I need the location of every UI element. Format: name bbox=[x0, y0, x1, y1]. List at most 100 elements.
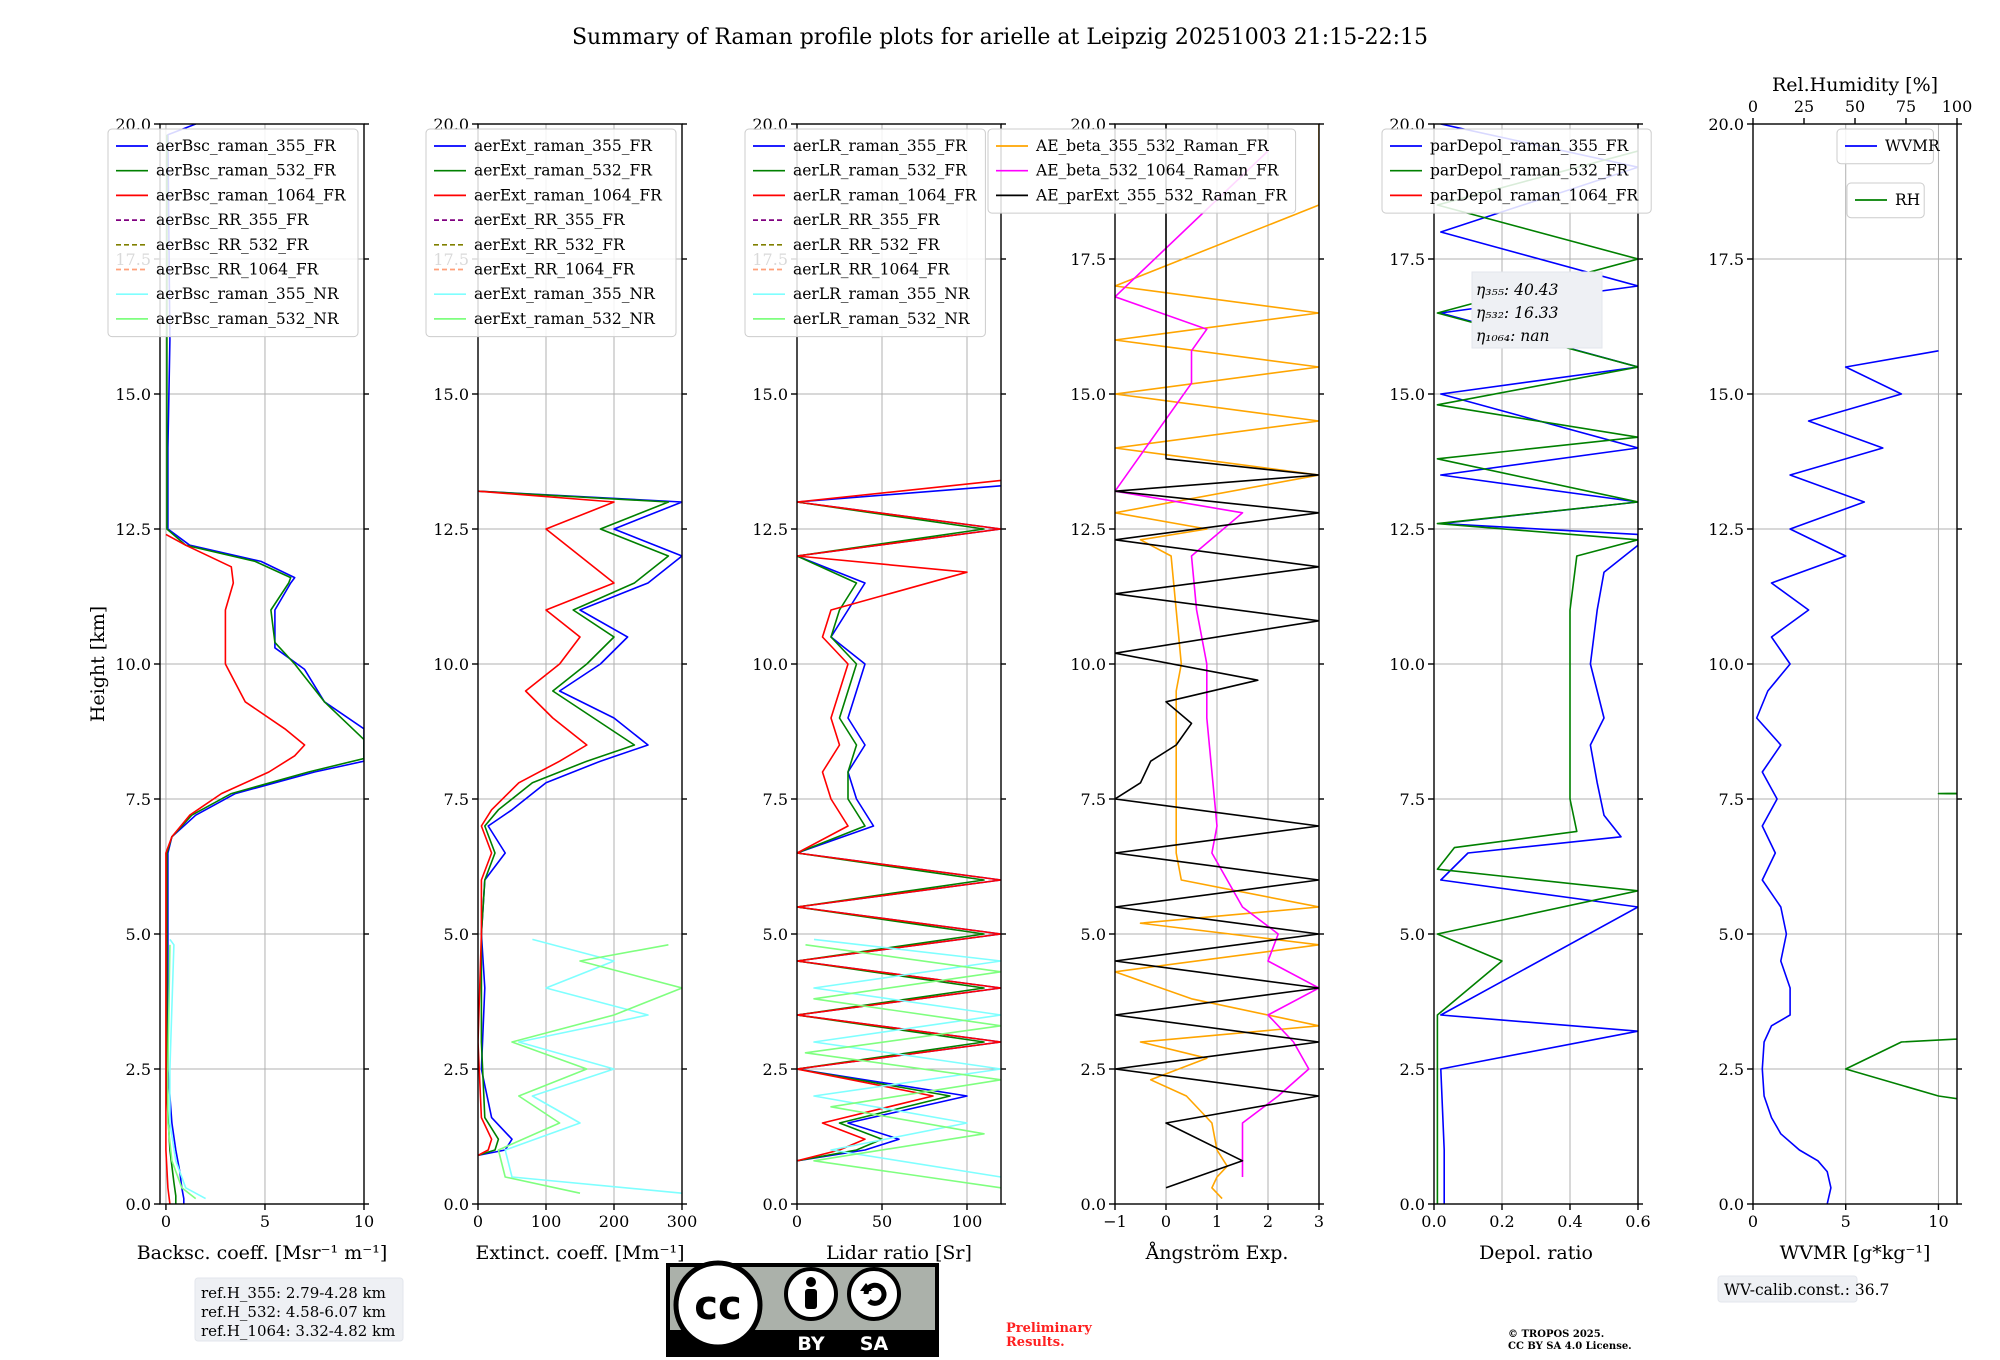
x-axis-label: Backsc. coeff. [Msr⁻¹ m⁻¹] bbox=[137, 1242, 388, 1264]
x-tick-label: 300 bbox=[667, 1212, 698, 1231]
x-tick-label: 0.2 bbox=[1489, 1212, 1514, 1231]
x-axis-label: WVMR [g*kg⁻¹] bbox=[1780, 1242, 1931, 1264]
y-tick-label: 12.5 bbox=[433, 520, 469, 539]
legend-entry-aerlr-rr-355-fr: aerLR_RR_355_FR bbox=[793, 211, 941, 229]
panel-2: 01002003000.02.55.07.510.012.515.017.520… bbox=[425, 115, 698, 1264]
series-aerext-raman-355-fr bbox=[478, 490, 682, 1157]
y-tick-label: 2.5 bbox=[1400, 1060, 1425, 1079]
top-x-tick-label: 100 bbox=[1942, 97, 1973, 116]
legend-box bbox=[1381, 128, 1652, 214]
x-tick-label: 5 bbox=[260, 1212, 270, 1231]
legend-entry-aerbsc-rr-532-fr: aerBsc_RR_532_FR bbox=[156, 236, 310, 254]
y-tick-label: 7.5 bbox=[1719, 790, 1744, 809]
legend-entry-aerext-raman-1064-fr: aerExt_raman_1064_FR bbox=[474, 186, 663, 204]
legend-entry-pardepol-raman-532-fr: parDepol_raman_532_FR bbox=[1430, 162, 1630, 180]
series-aerext-raman-355-nr bbox=[504, 938, 682, 1194]
grid bbox=[1752, 123, 1957, 1205]
series-aerlr-raman-355-nr bbox=[813, 938, 1001, 1178]
y-tick-label: 17.5 bbox=[1070, 250, 1106, 269]
x-tick-label: 1 bbox=[1212, 1212, 1222, 1231]
y-tick-label: 17.5 bbox=[1389, 250, 1425, 269]
y-tick-label: 0.0 bbox=[1719, 1195, 1744, 1214]
preliminary-line-2: Results. bbox=[1006, 1335, 1065, 1350]
x-tick-label: 0 bbox=[161, 1212, 171, 1231]
legend-entry-pardepol-raman-355-fr: parDepol_raman_355_FR bbox=[1430, 137, 1630, 155]
cc-logo-icon bbox=[673, 1260, 763, 1350]
legend-box bbox=[107, 128, 359, 338]
y-tick-label: 20.0 bbox=[1708, 115, 1744, 134]
y-tick-label: 12.5 bbox=[1070, 520, 1106, 539]
ref-height-box: ref.H_355: 2.79-4.28 km ref.H_532: 4.58-… bbox=[194, 1277, 404, 1342]
y-tick-label: 5.0 bbox=[126, 925, 151, 944]
y-tick-label: 5.0 bbox=[444, 925, 469, 944]
eta-value: η₁₀₆₄: nan bbox=[1476, 327, 1550, 345]
legend-entry-aerext-raman-532-nr: aerExt_raman_532_NR bbox=[474, 310, 656, 328]
copyright-line-1: © TROPOS 2025. bbox=[1508, 1329, 1604, 1340]
legend-entry-aerext-rr-355-fr: aerExt_RR_355_FR bbox=[474, 211, 626, 229]
series-ae-beta-355-532-raman-fr bbox=[1115, 124, 1319, 1200]
y-tick-label: 10.0 bbox=[1070, 655, 1106, 674]
badge-by-label: BY bbox=[797, 1333, 824, 1355]
series-aerbsc-raman-532-nr bbox=[167, 944, 197, 1200]
y-tick-label: 0.0 bbox=[444, 1195, 469, 1214]
wv-calib-box bbox=[1717, 1275, 1858, 1303]
x-axis-label: Extinct. coeff. [Mm⁻¹] bbox=[475, 1242, 684, 1264]
legend-rh: RH bbox=[1846, 182, 1925, 219]
y-tick-label: 15.0 bbox=[433, 385, 469, 404]
y-tick-label: 15.0 bbox=[1389, 385, 1425, 404]
legend-box bbox=[1836, 128, 1934, 165]
series-aerlr-raman-532-nr bbox=[804, 944, 1001, 1189]
y-tick-label: 2.5 bbox=[444, 1060, 469, 1079]
series-group bbox=[478, 490, 682, 1194]
y-tick-label: 2.5 bbox=[1081, 1060, 1106, 1079]
legend-entry-aerbsc-rr-355-fr: aerBsc_RR_355_FR bbox=[156, 211, 310, 229]
top-axis-label: Rel.Humidity [%] bbox=[1772, 74, 1938, 96]
legend: AE_beta_355_532_Raman_FR AE_beta_532_1064… bbox=[987, 128, 1297, 214]
legend-box bbox=[425, 128, 677, 338]
y-tick-label: 0.0 bbox=[763, 1195, 788, 1214]
y-tick-label: 0.0 bbox=[1081, 1195, 1106, 1214]
y-tick-label: 7.5 bbox=[1400, 790, 1425, 809]
y-tick-label: 15.0 bbox=[752, 385, 788, 404]
panel-3: 0501000.02.55.07.510.012.515.017.520.0Li… bbox=[744, 115, 1006, 1264]
panel-1: 05100.02.55.07.510.012.515.017.520.0Back… bbox=[87, 115, 387, 1264]
y-tick-label: 7.5 bbox=[444, 790, 469, 809]
series-group bbox=[1436, 124, 1638, 1204]
y-tick-label: 15.0 bbox=[115, 385, 151, 404]
y-tick-label: 2.5 bbox=[1719, 1060, 1744, 1079]
y-tick-label: 2.5 bbox=[126, 1060, 151, 1079]
y-tick-label: 12.5 bbox=[115, 520, 151, 539]
y-tick-label: 7.5 bbox=[763, 790, 788, 809]
series-group bbox=[165, 124, 364, 1204]
legend-entry-aerlr-raman-355-nr: aerLR_raman_355_NR bbox=[793, 285, 971, 303]
legend-entry-aerlr-raman-355-fr: aerLR_raman_355_FR bbox=[793, 137, 968, 155]
legend-entry-aerlr-raman-1064-fr: aerLR_raman_1064_FR bbox=[793, 186, 978, 204]
legend: aerLR_raman_355_FR aerLR_raman_532_FR aerL… bbox=[744, 128, 986, 338]
y-tick-label: 0.0 bbox=[1400, 1195, 1425, 1214]
x-tick-label: 10 bbox=[354, 1212, 374, 1231]
preliminary-line-1: Preliminary bbox=[1006, 1321, 1092, 1336]
x-tick-label: 0.0 bbox=[1421, 1212, 1446, 1231]
y-tick-label: 0.0 bbox=[126, 1195, 151, 1214]
legend-entry-ae-parext-355-532-raman-fr: AE_parExt_355_532_Raman_FR bbox=[1035, 186, 1288, 204]
top-x-tick-label: 75 bbox=[1896, 97, 1916, 116]
top-x-tick-label: 0 bbox=[1748, 97, 1758, 116]
series-ae-parext-355-532-raman-fr bbox=[1115, 124, 1319, 1189]
x-tick-label: 50 bbox=[872, 1212, 892, 1231]
x-tick-label: 0 bbox=[1748, 1212, 1758, 1231]
series-rh bbox=[1844, 792, 1957, 1100]
x-tick-label: 0.6 bbox=[1625, 1212, 1650, 1231]
y-tick-label: 7.5 bbox=[126, 790, 151, 809]
badge-sa-label: SA bbox=[860, 1333, 889, 1355]
x-tick-label: 0 bbox=[792, 1212, 802, 1231]
y-tick-label: 5.0 bbox=[1719, 925, 1744, 944]
x-axis-label: Ångström Exp. bbox=[1145, 1242, 1289, 1264]
cc-by-sa-badge: cc BY SA bbox=[666, 1260, 939, 1357]
eta-value: η₃₅₅: 40.43 bbox=[1476, 281, 1559, 299]
y-tick-label: 7.5 bbox=[1081, 790, 1106, 809]
y-tick-label: 12.5 bbox=[752, 520, 788, 539]
series-wvmr bbox=[1755, 350, 1939, 1204]
panels: 05100.02.55.07.510.012.515.017.520.0Back… bbox=[87, 74, 1973, 1303]
legend-box bbox=[987, 128, 1297, 214]
x-tick-label: 100 bbox=[952, 1212, 983, 1231]
